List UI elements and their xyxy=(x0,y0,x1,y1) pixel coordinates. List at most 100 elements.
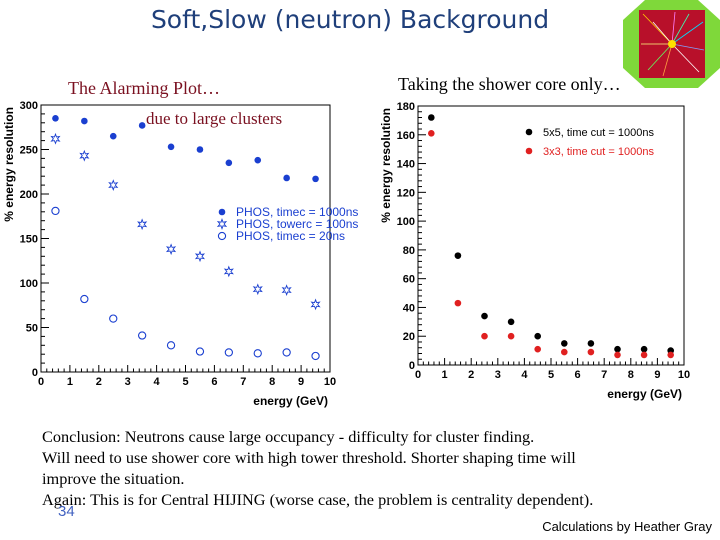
data-point xyxy=(481,312,488,320)
y-axis-label: % energy resolution xyxy=(2,107,16,222)
conclusion-line: improve the situation. xyxy=(42,469,185,488)
data-point xyxy=(166,341,176,350)
data-point xyxy=(454,299,462,307)
data-point xyxy=(165,243,177,256)
x-tick-label: 8 xyxy=(628,369,634,381)
y-tick-label: 300 xyxy=(20,100,38,112)
data-point xyxy=(50,132,61,145)
y-tick-label: 40 xyxy=(403,302,415,314)
data-point xyxy=(428,114,435,121)
data-point xyxy=(281,284,292,296)
x-axis-label: energy (GeV) xyxy=(253,394,328,408)
legend-label: PHOS, towerc = 100ns xyxy=(236,217,358,231)
y-tick-label: 80 xyxy=(403,245,415,257)
data-point xyxy=(561,348,568,356)
y-tick-label: 20 xyxy=(403,331,415,343)
x-tick-label: 0 xyxy=(38,376,44,388)
x-tick-label: 4 xyxy=(521,369,528,381)
y-tick-label: 100 xyxy=(397,216,415,228)
plot-frame xyxy=(417,105,685,366)
x-tick-label: 1 xyxy=(67,376,73,388)
legend-label: PHOS, timec = 1000ns xyxy=(236,205,358,219)
conclusion-text: Conclusion: Neutrons cause large occupan… xyxy=(42,426,702,510)
x-tick-label: 5 xyxy=(182,376,188,388)
data-point xyxy=(108,179,119,191)
left-caption-2: due to large clusters xyxy=(146,109,283,128)
x-tick-label: 7 xyxy=(240,376,246,388)
y-tick-label: 200 xyxy=(20,189,38,201)
x-tick-label: 3 xyxy=(125,376,131,388)
data-point xyxy=(196,146,204,153)
conclusion-line: Again: This is for Central HIJING (worse… xyxy=(42,490,594,509)
data-point xyxy=(534,345,541,353)
data-point xyxy=(224,348,233,357)
data-point xyxy=(454,252,462,259)
right-caption: Taking the shower core only… xyxy=(398,74,621,94)
left-caption: The Alarming Plot… xyxy=(68,78,220,98)
data-point xyxy=(310,298,321,311)
data-point xyxy=(167,143,175,151)
series xyxy=(428,130,674,359)
data-point xyxy=(79,149,90,162)
y-tick-label: 0 xyxy=(409,360,415,372)
event-display-logo-icon xyxy=(623,0,720,88)
x-tick-label: 6 xyxy=(575,369,581,381)
y-tick-label: 140 xyxy=(397,159,415,171)
x-tick-label: 4 xyxy=(154,376,161,388)
x-tick-label: 3 xyxy=(495,369,501,381)
series xyxy=(428,114,674,354)
credit-text: Calculations by Heather Gray xyxy=(542,519,712,534)
data-point xyxy=(428,130,435,137)
x-tick-label: 6 xyxy=(211,376,217,388)
series xyxy=(52,115,319,183)
data-point xyxy=(667,351,674,359)
x-tick-label: 2 xyxy=(96,376,102,388)
data-point xyxy=(507,318,515,326)
data-point xyxy=(614,345,621,353)
x-tick-label: 10 xyxy=(324,376,336,388)
data-point xyxy=(283,174,290,182)
series xyxy=(50,132,321,311)
data-point xyxy=(311,351,320,361)
data-point xyxy=(223,265,234,278)
slide-number: 34 xyxy=(58,503,75,520)
data-point xyxy=(109,314,118,323)
data-point xyxy=(194,250,206,263)
data-point xyxy=(640,351,648,359)
y-tick-label: 180 xyxy=(397,101,415,113)
conclusion-line: Will need to use shower core with high t… xyxy=(42,448,576,467)
data-point xyxy=(253,349,262,358)
data-point xyxy=(218,208,226,216)
right-chart: 0 1 2 3 4 5 6 7 8 9 10020406080100120140160180ener… xyxy=(379,101,690,401)
x-tick-label: 10 xyxy=(678,369,690,381)
slide-title: Soft,Slow (neutron) Background xyxy=(150,5,550,34)
data-point xyxy=(137,331,147,340)
legend-label: PHOS, timec = 20ns xyxy=(236,229,345,243)
x-tick-label: 0 xyxy=(415,369,421,381)
data-point xyxy=(217,231,227,241)
data-point xyxy=(525,147,533,155)
data-point xyxy=(252,283,263,296)
data-point xyxy=(561,340,568,347)
series xyxy=(51,206,320,361)
x-tick-label: 1 xyxy=(442,369,448,381)
data-point xyxy=(81,117,88,125)
x-tick-label: 9 xyxy=(654,369,660,381)
data-point xyxy=(587,348,595,356)
data-point xyxy=(640,345,648,353)
data-point xyxy=(254,156,262,164)
legend-label: 5x5, time cut = 1000ns xyxy=(543,127,654,139)
x-tick-label: 5 xyxy=(548,369,554,381)
data-point xyxy=(525,128,533,136)
data-point xyxy=(507,332,515,340)
data-point xyxy=(52,115,59,122)
y-tick-label: 50 xyxy=(26,323,38,335)
y-tick-label: 250 xyxy=(20,145,38,157)
conclusion-line: Conclusion: Neutrons cause large occupan… xyxy=(42,427,535,446)
x-tick-label: 2 xyxy=(468,369,474,381)
x-tick-label: 7 xyxy=(601,369,607,381)
data-point xyxy=(138,122,146,129)
data-point xyxy=(534,332,541,340)
y-tick-label: 60 xyxy=(403,274,415,286)
